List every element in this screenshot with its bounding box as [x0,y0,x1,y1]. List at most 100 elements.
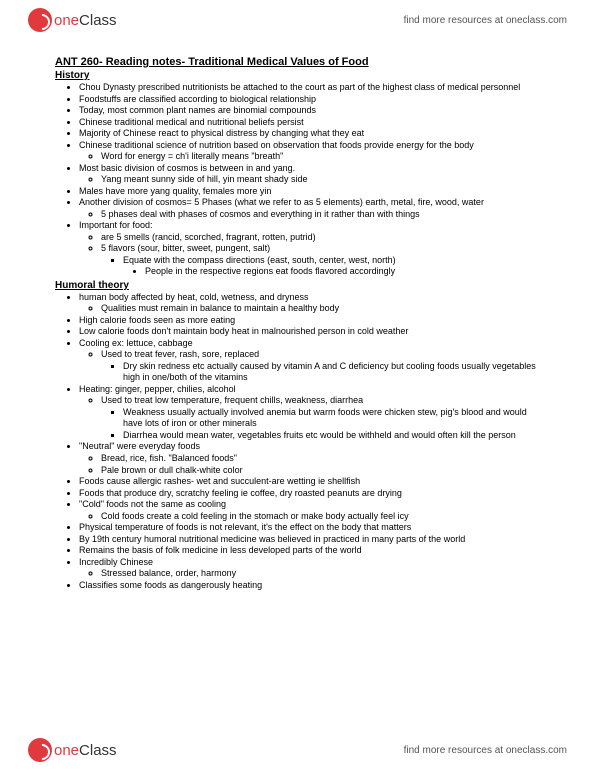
bullet-list: Weakness usually actually involved anemi… [101,407,540,442]
list-item-text: Cooling ex: lettuce, cabbage [79,338,193,348]
list-item: Diarrhea would mean water, vegetables fr… [123,430,540,442]
list-item: Foodstuffs are classified according to b… [79,94,540,106]
list-item: Chinese traditional medical and nutritio… [79,117,540,129]
list-item: "Cold" foods not the same as coolingCold… [79,499,540,522]
bullet-list: Word for energy = ch'i literally means "… [79,151,540,163]
list-item: Foods cause allergic rashes- wet and suc… [79,476,540,488]
bullet-list: 5 phases deal with phases of cosmos and … [79,209,540,221]
list-item: Remains the basis of folk medicine in le… [79,545,540,557]
list-item-text: Bread, rice, fish. "Balanced foods" [101,453,237,463]
list-item: Used to treat fever, rash, sore, replace… [101,349,540,384]
bullet-list: Used to treat fever, rash, sore, replace… [79,349,540,384]
document-title: ANT 260- Reading notes- Traditional Medi… [55,56,540,68]
list-item-text: Important for food: [79,220,153,230]
list-item: Low calorie foods don't maintain body he… [79,326,540,338]
list-item: Classifies some foods as dangerously hea… [79,580,540,592]
list-item-text: Chou Dynasty prescribed nutritionists be… [79,82,520,92]
list-item-text: are 5 smells (rancid, scorched, fragrant… [101,232,316,242]
bullet-list: Equate with the compass directions (east… [101,255,540,278]
list-item: "Neutral" were everyday foods Bread, rice… [79,441,540,476]
list-item-text: Qualities must remain in balance to main… [101,303,339,313]
brand-name-prefix: one [54,742,79,759]
list-item: Foods that produce dry, scratchy feeling… [79,488,540,500]
section-heading: Humoral theory [55,280,540,291]
list-item: Qualities must remain in balance to main… [101,303,540,315]
bullet-list: Bread, rice, fish. "Balanced foods" Pale … [79,453,540,476]
bullet-list: Cold foods create a cold feeling in the … [79,511,540,523]
list-item-text: Chinese traditional medical and nutritio… [79,117,304,127]
list-item-text: Foods that produce dry, scratchy feeling… [79,488,402,498]
list-item: Cold foods create a cold feeling in the … [101,511,540,523]
header-tagline[interactable]: find more resources at oneclass.com [404,15,567,26]
brand-logo-text: oneClass [54,12,117,29]
list-item-text: Heating: ginger, pepper, chilies, alcoho… [79,384,236,394]
list-item-text: Dry skin redness etc actually caused by … [123,361,536,383]
list-item-text: Yang meant sunny side of hill, yin meant… [101,174,307,184]
list-item-text: Another division of cosmos= 5 Phases (wh… [79,197,484,207]
list-item: Pale brown or dull chalk-white color [101,465,540,477]
bullet-list: Used to treat low temperature, frequent … [79,395,540,441]
list-item: Used to treat low temperature, frequent … [101,395,540,441]
list-item: Males have more yang quality, females mo… [79,186,540,198]
list-item-text: Males have more yang quality, females mo… [79,186,271,196]
list-item: By 19th century humoral nutritional medi… [79,534,540,546]
list-item-text: By 19th century humoral nutritional medi… [79,534,465,544]
list-item-text: Low calorie foods don't maintain body he… [79,326,408,336]
list-item-text: Used to treat low temperature, frequent … [101,395,363,405]
list-item-text: High calorie foods seen as more eating [79,315,235,325]
bullet-list: Chou Dynasty prescribed nutritionists be… [55,82,540,278]
brand-logo-text: oneClass [54,742,117,759]
list-item-text: Equate with the compass directions (east… [123,255,396,265]
list-item-text: 5 phases deal with phases of cosmos and … [101,209,420,219]
list-item: Physical temperature of foods is not rel… [79,522,540,534]
list-item: Another division of cosmos= 5 Phases (wh… [79,197,540,220]
footer-tagline[interactable]: find more resources at oneclass.com [404,745,567,756]
list-item: Word for energy = ch'i literally means "… [101,151,540,163]
list-item: Equate with the compass directions (east… [123,255,540,278]
list-item: Today, most common plant names are binom… [79,105,540,117]
list-item-text: Cold foods create a cold feeling in the … [101,511,409,521]
list-item: Most basic division of cosmos is between… [79,163,540,186]
list-item-text: Remains the basis of folk medicine in le… [79,545,362,555]
bullet-list: Qualities must remain in balance to main… [79,303,540,315]
list-item: human body affected by heat, cold, wetne… [79,292,540,315]
bullet-list: Yang meant sunny side of hill, yin meant… [79,174,540,186]
brand-name-suffix: Class [79,12,117,29]
list-item: Stressed balance, order, harmony [101,568,540,580]
list-item-text: People in the respective regions eat foo… [145,266,395,276]
list-item-text: Today, most common plant names are binom… [79,105,316,115]
list-item: Cooling ex: lettuce, cabbageUsed to trea… [79,338,540,384]
list-item: Heating: ginger, pepper, chilies, alcoho… [79,384,540,442]
bullet-list: Dry skin redness etc actually caused by … [101,361,540,384]
list-item-text: Foodstuffs are classified according to b… [79,94,316,104]
list-item: Important for food: are 5 smells (rancid,… [79,220,540,278]
list-item-text: "Neutral" were everyday foods [79,441,200,451]
page-header: oneClass find more resources at oneclass… [0,0,595,40]
list-item: Weakness usually actually involved anemi… [123,407,540,430]
list-item: 5 flavors (sour, bitter, sweet, pungent,… [101,243,540,278]
sections-container: HistoryChou Dynasty prescribed nutrition… [55,70,540,591]
list-item: Chou Dynasty prescribed nutritionists be… [79,82,540,94]
list-item-text: Foods cause allergic rashes- wet and suc… [79,476,360,486]
list-item-text: Word for energy = ch'i literally means "… [101,151,283,161]
list-item-text: Incredibly Chinese [79,557,153,567]
list-item: 5 phases deal with phases of cosmos and … [101,209,540,221]
brand-logo-footer[interactable]: oneClass [28,738,117,762]
list-item-text: Used to treat fever, rash, sore, replace… [101,349,259,359]
list-item: Incredibly ChineseStressed balance, orde… [79,557,540,580]
list-item-text: Chinese traditional science of nutrition… [79,140,474,150]
brand-name-suffix: Class [79,742,117,759]
brand-logo-icon [28,738,52,762]
brand-name-prefix: one [54,12,79,29]
list-item-text: Majority of Chinese react to physical di… [79,128,364,138]
list-item-text: human body affected by heat, cold, wetne… [79,292,308,302]
bullet-list: human body affected by heat, cold, wetne… [55,292,540,591]
list-item: Bread, rice, fish. "Balanced foods" [101,453,540,465]
list-item-text: Stressed balance, order, harmony [101,568,236,578]
list-item-text: 5 flavors (sour, bitter, sweet, pungent,… [101,243,270,253]
bullet-list: People in the respective regions eat foo… [123,266,540,278]
list-item-text: Weakness usually actually involved anemi… [123,407,527,429]
list-item: Chinese traditional science of nutrition… [79,140,540,163]
brand-logo-icon [28,8,52,32]
brand-logo[interactable]: oneClass [28,8,117,32]
